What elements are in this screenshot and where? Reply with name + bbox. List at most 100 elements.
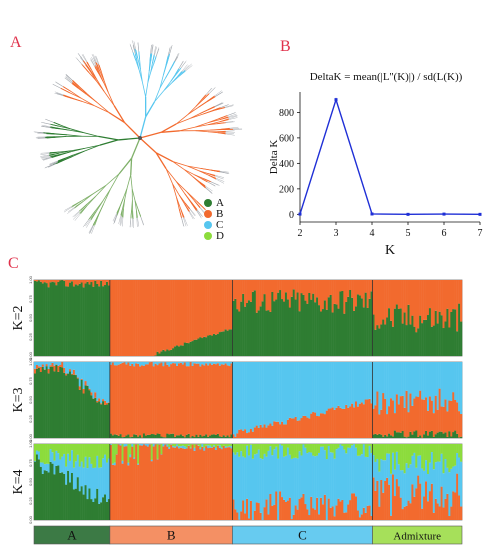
ancestry-bar [193, 447, 196, 451]
x-tick-label: 3 [334, 228, 339, 239]
ancestry-bar [242, 362, 245, 431]
tree-branch [207, 106, 215, 111]
tree-branch [139, 131, 162, 139]
ancestry-bar [341, 280, 344, 291]
ancestry-bar [119, 444, 122, 446]
ancestry-bar [216, 334, 220, 356]
ancestry-bar [370, 403, 373, 438]
ancestry-bar [452, 392, 455, 433]
tree-branch [159, 74, 164, 89]
ancestry-bar [70, 280, 74, 282]
ancestry-bar [74, 280, 78, 285]
ancestry-bar [185, 448, 188, 520]
ancestry-bar [397, 432, 400, 438]
ancestry-bar [407, 444, 410, 468]
ancestry-bar [218, 362, 222, 366]
ancestry-bar [312, 362, 315, 413]
ancestry-bar [356, 444, 360, 456]
tree-leaf-label [228, 115, 238, 119]
ancestry-bar [39, 362, 43, 367]
ancestry-bar [242, 280, 245, 294]
ancestry-bar [172, 280, 175, 349]
ancestry-bar [390, 515, 393, 520]
ancestry-bar [111, 280, 115, 356]
ancestry-bar [399, 497, 402, 520]
ancestry-bar [205, 362, 208, 364]
ancestry-bar [423, 470, 426, 497]
ancestry-bar [224, 329, 227, 356]
ancestry-bar [59, 280, 62, 356]
ancestry-bar [146, 446, 150, 520]
ancestry-bar [413, 452, 416, 497]
ancestry-bar [339, 501, 342, 520]
ancestry-bar [306, 509, 309, 520]
ancestry-bar [236, 433, 239, 438]
ancestry-bar [104, 494, 107, 520]
ancestry-bar [275, 446, 278, 492]
ancestry-bar [168, 362, 171, 367]
ancestry-bar [302, 362, 305, 416]
ancestry-bar [142, 444, 146, 520]
ancestry-bar [362, 362, 365, 405]
ancestry-bar [170, 444, 173, 520]
ancestry-bar [214, 364, 218, 435]
ancestry-bar [251, 291, 255, 356]
legend-item-d: D [204, 230, 224, 242]
ancestry-bar [314, 302, 317, 356]
ancestry-bar [450, 506, 453, 520]
ancestry-bar [423, 399, 426, 435]
tree-branch [98, 64, 102, 72]
tree-leaf-label [151, 44, 153, 54]
ancestry-bar [279, 362, 282, 425]
ancestry-bar [444, 498, 447, 520]
ancestry-bar [316, 444, 319, 456]
ancestry-bar [152, 434, 155, 438]
ancestry-bar [366, 362, 369, 400]
tree-branch [165, 168, 173, 185]
ancestry-bar [214, 334, 218, 356]
ancestry-bar [434, 310, 437, 356]
ancestry-bar [446, 467, 449, 494]
ancestry-bar [92, 501, 95, 520]
ancestry-bar [255, 425, 258, 438]
ancestry-bar [374, 461, 377, 491]
ancestry-bar [325, 410, 329, 438]
tree-branch [219, 119, 229, 123]
ancestry-bar [316, 280, 319, 298]
tree-leaf-label [90, 59, 96, 68]
ancestry-bar [395, 362, 399, 395]
tree-branch [82, 65, 90, 73]
ancestry-bar [166, 349, 169, 356]
ancestry-bar [78, 491, 81, 520]
ancestry-bar [253, 444, 257, 455]
ancestry-bar [137, 464, 140, 520]
ancestry-bar [115, 362, 118, 366]
ancestry-bar [39, 366, 43, 372]
tree-leaf-label [65, 74, 73, 81]
ancestry-bar [304, 362, 307, 416]
ancestry-bar [34, 460, 37, 462]
ancestry-bar [246, 280, 249, 303]
ancestry-bar [57, 444, 60, 454]
ancestry-bar [425, 444, 428, 461]
ancestry-bar [249, 428, 253, 438]
ancestry-bar [337, 444, 340, 448]
ancestry-bar [428, 362, 432, 397]
ancestry-bar [434, 444, 437, 463]
ancestry-bar [411, 362, 414, 406]
ancestry-bar [323, 494, 327, 520]
ancestry-bar [284, 424, 288, 438]
ancestry-bar [454, 430, 457, 438]
ancestry-bar [96, 488, 99, 520]
ancestry-bar [244, 280, 247, 307]
ancestry-bar [304, 504, 307, 520]
ancestry-bar [158, 444, 161, 520]
tree-branch [122, 188, 128, 199]
structure-row-3: 0.000.250.500.751.00K=4 [11, 439, 463, 524]
ancestry-bar [368, 445, 371, 506]
ancestry-bar [294, 280, 297, 300]
ancestry-bar [438, 506, 441, 520]
ancestry-bar [72, 286, 76, 356]
ancestry-bar [382, 280, 385, 320]
ancestry-bar [423, 362, 426, 400]
